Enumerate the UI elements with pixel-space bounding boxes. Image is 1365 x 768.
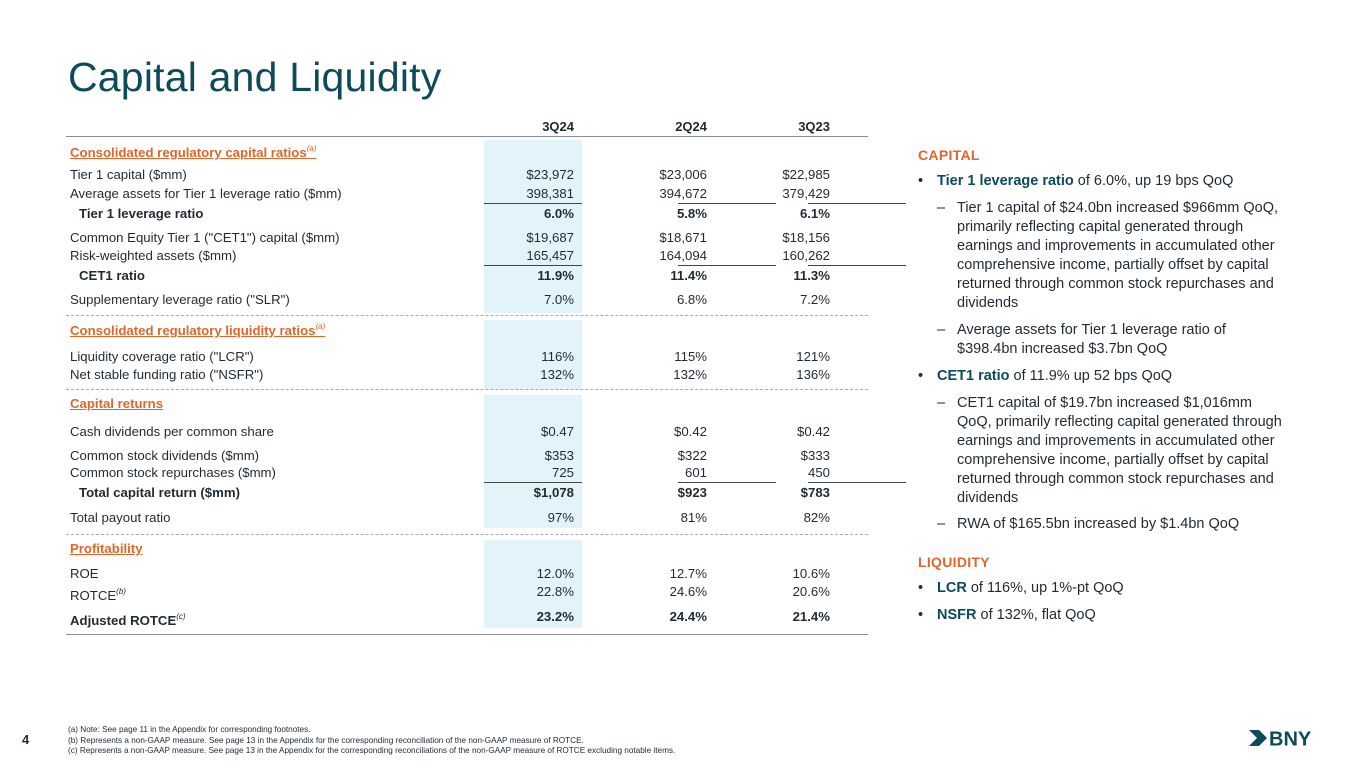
table-row: Adjusted ROTCE(c) 23.2% 24.4% 21.4%	[70, 609, 830, 628]
section-capital-ratios: Consolidated regulatory capital ratios(a…	[70, 144, 317, 160]
subtotal-rule	[808, 482, 906, 483]
subtotal-rule	[678, 203, 776, 204]
table-row: Total payout ratio 97% 81% 82%	[70, 510, 830, 525]
highlight-profitability	[484, 540, 582, 628]
liquidity-heading: LIQUIDITY	[918, 554, 990, 570]
highlight-capital	[484, 140, 582, 313]
subtotal-rule	[808, 265, 906, 266]
table-row: ROTCE(b) 22.8% 24.6% 20.6%	[70, 584, 830, 603]
subtotal-rule	[484, 265, 582, 266]
table-row: CET1 ratio 11.9% 11.4% 11.3%	[79, 268, 830, 283]
table-row: Liquidity coverage ratio ("LCR") 116% 11…	[70, 349, 830, 364]
logo-chevron-icon	[1249, 730, 1267, 746]
section-capital-returns: Capital returns	[70, 396, 164, 411]
footnote: (c) Represents a non-GAAP measure. See p…	[68, 746, 676, 756]
section-profitability: Profitability	[70, 541, 143, 556]
column-header: 3Q24	[542, 119, 574, 134]
table-row: Net stable funding ratio ("NSFR") 132% 1…	[70, 367, 830, 382]
column-header: 3Q23	[798, 119, 830, 134]
subtotal-rule	[484, 203, 582, 204]
section-divider	[66, 315, 868, 316]
table-row: Common stock dividends ($mm) $353 $322 $…	[70, 448, 830, 463]
section-divider	[66, 389, 868, 390]
table-row: Common stock repurchases ($mm) 725 601 4…	[70, 465, 830, 480]
table-row: Total capital return ($mm) $1,078 $923 $…	[79, 485, 830, 500]
section-liquidity-ratios: Consolidated regulatory liquidity ratios…	[70, 322, 326, 338]
subtotal-rule	[484, 482, 582, 483]
table-row: Supplementary leverage ratio ("SLR") 7.0…	[70, 292, 830, 307]
page-title: Capital and Liquidity	[68, 54, 442, 100]
highlight-returns	[484, 395, 582, 528]
subtotal-rule	[678, 265, 776, 266]
table-row: ROE 12.0% 12.7% 10.6%	[70, 566, 830, 581]
table-row: Tier 1 leverage ratio 6.0% 5.8% 6.1%	[79, 206, 830, 221]
column-header: 2Q24	[675, 119, 707, 134]
table-row: Common Equity Tier 1 ("CET1") capital ($…	[70, 230, 830, 245]
subtotal-rule	[678, 482, 776, 483]
table-row: Average assets for Tier 1 leverage ratio…	[70, 186, 830, 201]
footnotes: (a) Note: See page 11 in the Appendix fo…	[68, 725, 675, 757]
table-row: Tier 1 capital ($mm) $23,972 $23,006 $22…	[70, 167, 830, 182]
highlight-liquidity	[484, 320, 582, 390]
footnote: (b) Represents a non-GAAP measure. See p…	[68, 735, 584, 745]
bny-logo: BNY	[1249, 729, 1312, 750]
table-bottom-rule	[66, 634, 868, 635]
page-number: 4	[22, 732, 30, 747]
section-divider	[66, 534, 868, 535]
footnote: (a) Note: See page 11 in the Appendix fo…	[68, 725, 311, 734]
logo-wordmark: BNY	[1269, 729, 1312, 750]
capital-heading: CAPITAL	[918, 147, 980, 163]
table-row: Cash dividends per common share $0.47 $0…	[70, 424, 830, 439]
table-row: Risk-weighted assets ($mm) 165,457 164,0…	[70, 248, 830, 263]
subtotal-rule	[808, 203, 906, 204]
header-rule	[66, 136, 868, 137]
